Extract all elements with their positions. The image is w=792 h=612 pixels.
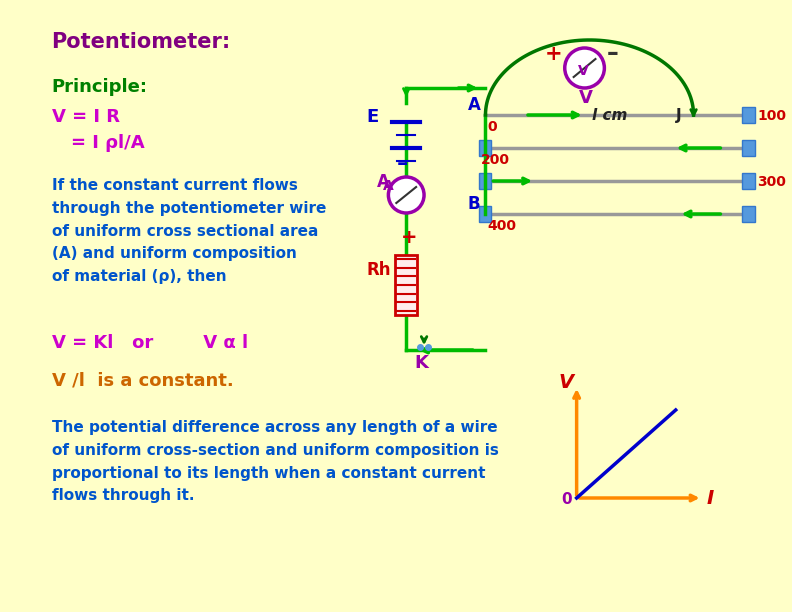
Bar (478, 140, 491, 156)
Text: 400: 400 (487, 219, 516, 233)
Text: V = I R: V = I R (51, 108, 120, 126)
Bar (742, 173, 755, 189)
Text: –: – (396, 154, 408, 174)
Bar (742, 107, 755, 123)
Bar (478, 173, 491, 189)
Text: V: V (559, 373, 574, 392)
Text: I: I (706, 489, 714, 508)
Bar (742, 206, 755, 222)
Text: = I ρl/A: = I ρl/A (71, 134, 145, 152)
Text: Potentiometer:: Potentiometer: (51, 32, 230, 52)
Text: 100: 100 (757, 109, 786, 123)
Bar (742, 140, 755, 156)
Text: 0: 0 (487, 120, 497, 134)
Text: V = Kl   or        V α l: V = Kl or V α l (51, 334, 248, 352)
Text: E: E (367, 108, 379, 126)
Circle shape (565, 48, 604, 88)
Text: 300: 300 (757, 175, 786, 189)
Text: +: + (545, 44, 562, 64)
Text: Rh: Rh (367, 261, 391, 279)
Text: 200: 200 (481, 153, 509, 167)
Text: The potential difference across any length of a wire
of uniform cross-section an: The potential difference across any leng… (51, 420, 498, 504)
Text: –: – (607, 41, 618, 65)
Text: J: J (676, 108, 681, 123)
Text: K: K (414, 354, 428, 372)
Text: V: V (579, 89, 592, 107)
Bar (395, 255, 417, 315)
Bar (478, 206, 491, 222)
Text: A: A (467, 96, 481, 114)
Text: B: B (467, 195, 480, 213)
Text: If the constant current flows
through the potentiometer wire
of uniform cross se: If the constant current flows through th… (51, 178, 326, 284)
Text: 0: 0 (561, 492, 571, 507)
Text: V: V (577, 64, 588, 78)
Text: A: A (383, 179, 394, 193)
Text: Principle:: Principle: (51, 78, 147, 96)
Text: l cm: l cm (592, 108, 628, 123)
Circle shape (388, 177, 424, 213)
Text: +: + (402, 228, 417, 247)
Text: V /l  is a constant.: V /l is a constant. (51, 371, 234, 389)
Text: A: A (376, 173, 390, 191)
